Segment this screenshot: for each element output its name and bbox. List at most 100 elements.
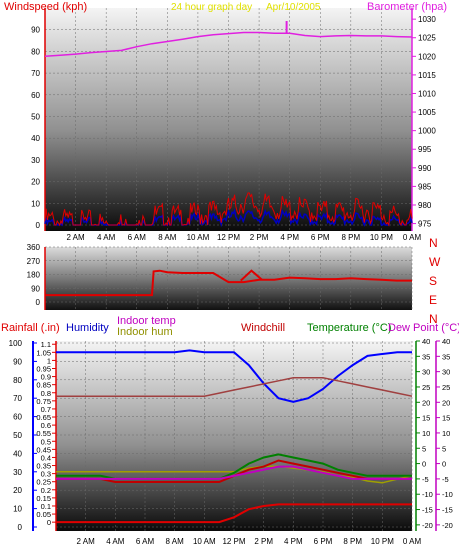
humidity-label: Humidity	[66, 322, 109, 334]
y2-tick-label: 985	[418, 182, 432, 191]
x-tick-label: 2 PM	[254, 537, 273, 546]
y2-tick-label: 975	[418, 220, 432, 229]
rain-tick-label: 1.05	[36, 348, 51, 357]
rain-tick-label: 0.25	[36, 478, 51, 487]
rain-tick-label: 0.05	[36, 510, 51, 519]
rain-tick-label: 0.35	[36, 462, 51, 471]
temp-tick-label: 5	[422, 444, 426, 453]
y2-tick-label: 1015	[418, 71, 436, 80]
rain-tick-label: 0.3	[41, 470, 51, 479]
y2-tick-label: 1020	[418, 52, 436, 61]
rain-tick-label: 0.85	[36, 381, 51, 390]
temperature-label: Temperature (°C)	[307, 322, 391, 334]
dewpoint-tick-label: 0	[442, 460, 446, 469]
x-tick-label: 8 AM	[158, 233, 177, 242]
y-tick-label: 180	[27, 271, 41, 280]
grid-direction	[45, 246, 413, 310]
dewpoint-tick-label: 10	[442, 429, 450, 438]
series-indoor-temp	[56, 377, 413, 397]
dewpoint-tick-label: -10	[442, 490, 453, 499]
temp-tick-label: -20	[422, 521, 433, 530]
y-tick-label: 90	[31, 284, 40, 293]
compass-n-0: N	[429, 236, 438, 250]
humidity-tick-label: 20	[13, 486, 22, 495]
x-tick-label: 0 AM	[403, 233, 422, 242]
indoor-temp-label: Indoor temp	[117, 315, 176, 327]
y2-tick-label: 1025	[418, 34, 436, 43]
x-tick-label: 2 PM	[250, 233, 269, 242]
x-ticks-temperature: 2 AM 4 AM 6 AM 8 AM 10 AM 12 PM 2 PM 4 PM 6 PM 8 …	[77, 537, 422, 546]
x-tick-label: 10 AM	[193, 537, 216, 546]
y-tick-label: 30	[31, 156, 40, 165]
rain-tick-label: 1	[47, 356, 51, 365]
windchill-label: Windchill	[241, 322, 285, 334]
indoor-hum-label: Indoor hum	[117, 326, 173, 338]
series-wind-pressure	[44, 21, 413, 228]
y-tick-label: 50	[31, 113, 40, 122]
compass-w-1: W	[429, 255, 441, 269]
y2-tick-label: 990	[418, 164, 432, 173]
dewpoint-tick-label: 35	[442, 352, 450, 361]
series-direction	[45, 269, 412, 297]
plot-area-temperature	[56, 341, 412, 531]
y-tick-label: 60	[31, 91, 40, 100]
dewpoint-tick-label: 15	[442, 414, 450, 423]
temp-tick-label: 0	[422, 460, 426, 469]
temp-tick-label: -5	[422, 475, 429, 484]
x-tick-label: 6 PM	[314, 537, 333, 546]
x-tick-label: 12 PM	[217, 233, 240, 242]
y-tick-label: 80	[31, 47, 40, 56]
x-tick-label: 4 PM	[280, 233, 299, 242]
x-tick-label: 10 PM	[370, 233, 393, 242]
y-tick-label: 0	[36, 221, 41, 230]
y2-tick-label: 1030	[418, 15, 436, 24]
windspeed-axis-label: Windspeed (kph)	[4, 1, 87, 13]
y2-tick-label: 1005	[418, 108, 436, 117]
dewpoint-tick-label: -5	[442, 475, 449, 484]
humidity-tick-label: 50	[13, 431, 22, 440]
y-tick-label: 20	[31, 178, 40, 187]
temp-humidity-panel: 010203040506070809010000.050.10.150.20.2…	[1, 315, 459, 546]
x-tick-label: 2 AM	[66, 233, 85, 242]
temp-tick-label: -15	[422, 506, 433, 515]
rain-tick-label: 0.6	[41, 421, 51, 430]
y-tick-label: 40	[31, 134, 40, 143]
humidity-tick-label: 90	[13, 357, 22, 366]
temp-tick-label: 25	[422, 383, 430, 392]
x-tick-label: 6 AM	[136, 537, 155, 546]
x-tick-label: 8 PM	[343, 537, 362, 546]
ticks-temperature: 010203040506070809010000.050.10.150.20.2…	[9, 337, 453, 532]
x-ticks-wind: 2 AM 4 AM 6 AM 8 AM 10 AM 12 PM 2 PM 4 PM 6 PM 8 …	[66, 233, 421, 242]
humidity-tick-label: 40	[13, 449, 22, 458]
rain-tick-label: 0.4	[41, 453, 51, 462]
left-ticks-wind: 0 10 20 30 40 50 60 70 80 90	[31, 26, 40, 230]
rain-tick-label: 0.9	[41, 373, 51, 382]
graph-date: Apr/10/2005	[266, 2, 321, 13]
series-windspeed	[44, 192, 413, 227]
series-wind-avg	[44, 208, 413, 228]
dewpoint-tick-label: -20	[442, 521, 453, 530]
y-tick-label: 70	[31, 69, 40, 78]
dewpoint-tick-label: -15	[442, 506, 453, 515]
humidity-tick-label: 30	[13, 468, 22, 477]
y2-tick-label: 995	[418, 145, 432, 154]
series-temperature	[56, 349, 413, 524]
y2-tick-label: 1010	[418, 89, 436, 98]
rain-tick-label: 0.15	[36, 494, 51, 503]
x-tick-label: 4 PM	[284, 537, 303, 546]
compass-s-2: S	[429, 274, 437, 288]
y2-tick-label: 1000	[418, 127, 436, 136]
x-tick-label: 10 AM	[187, 233, 210, 242]
dewpoint-tick-label: 5	[442, 444, 446, 453]
graph-title: 24 hour graph day	[171, 2, 252, 13]
series-humidity	[56, 349, 412, 403]
rain-tick-label: 0.95	[36, 364, 51, 373]
rain-tick-label: 0	[47, 518, 51, 527]
x-tick-label: 6 AM	[128, 233, 147, 242]
rain-tick-label: 0.75	[36, 397, 51, 406]
x-tick-label: 0 AM	[403, 537, 422, 546]
humidity-tick-label: 100	[9, 339, 23, 348]
